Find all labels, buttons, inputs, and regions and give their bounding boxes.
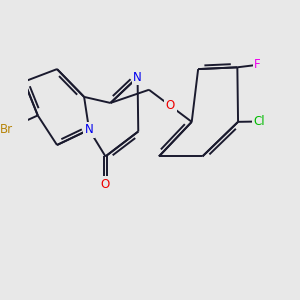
Text: Br: Br <box>0 123 13 136</box>
Text: N: N <box>133 71 142 84</box>
Text: N: N <box>85 123 94 136</box>
Text: F: F <box>254 58 261 71</box>
Text: O: O <box>101 178 110 191</box>
Text: Cl: Cl <box>254 115 265 128</box>
Text: O: O <box>166 99 175 112</box>
